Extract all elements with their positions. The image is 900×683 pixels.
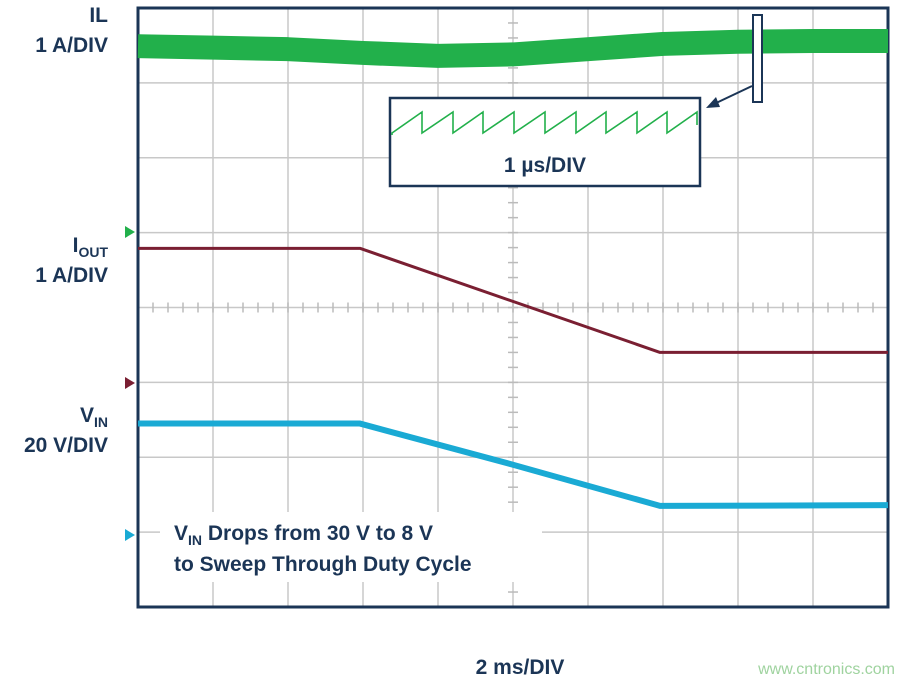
inset-waveform xyxy=(391,110,698,135)
annotation-line2: to Sweep Through Duty Cycle xyxy=(174,553,472,576)
x-axis-label: 2 ms/DIV xyxy=(476,656,565,679)
channel-labels: IL 1 A/DIV IOUT 1 A/DIV VIN 20 V/DIV xyxy=(24,4,108,457)
watermark: www.cntronics.com xyxy=(757,661,895,678)
il-marker xyxy=(125,226,135,238)
iout-marker xyxy=(125,377,135,389)
annotation-rest: Drops from 30 V to 8 V xyxy=(202,522,433,545)
trace xyxy=(138,420,889,509)
annotation-sub: IN xyxy=(188,532,202,548)
channel-scale: 1 A/DIV xyxy=(35,34,108,57)
channel-name: IL xyxy=(89,4,108,27)
inset-label: 1 µs/DIV xyxy=(504,154,586,177)
trace xyxy=(138,246,888,354)
trace xyxy=(137,28,888,68)
zoom-arrowhead xyxy=(706,97,720,108)
channel-name-sub: OUT xyxy=(78,244,108,260)
channel-name-main: I xyxy=(73,234,79,257)
vin-marker xyxy=(125,529,135,541)
annotation-v: V xyxy=(174,522,188,545)
plot-frame xyxy=(136,6,890,609)
channel-name: VIN xyxy=(80,404,108,430)
annotation-line1: VIN Drops from 30 V to 8 V xyxy=(174,522,433,548)
channel-name: IOUT xyxy=(73,234,109,260)
channel-name-sub: IN xyxy=(94,414,108,430)
channel-scale: 20 V/DIV xyxy=(24,434,108,457)
zoom-arrow xyxy=(713,85,753,105)
channel-scale: 1 A/DIV xyxy=(35,264,108,287)
channel-name-main: V xyxy=(80,404,94,427)
annotation-bg xyxy=(160,512,542,582)
zoom-window xyxy=(752,14,763,103)
channel-name-main: IL xyxy=(89,4,108,27)
